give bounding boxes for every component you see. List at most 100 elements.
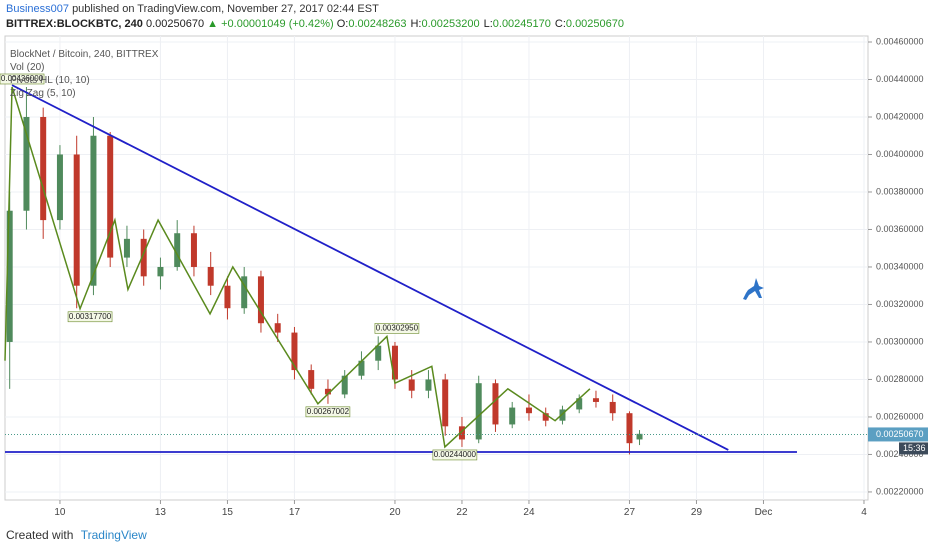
candle-body [626, 413, 633, 444]
pivot-label: 0.00244000 [434, 450, 477, 459]
candle-body [542, 413, 549, 421]
pivot-box [432, 449, 478, 461]
ohlc: O:0.00248263 H:0.00253200 L:0.00245170 C:0.… [337, 18, 628, 30]
created-with: Created with [6, 528, 74, 542]
candle-body [157, 266, 164, 277]
timer-box [899, 442, 928, 455]
jet-icon [743, 278, 764, 300]
y-tick-label: 0.00220000 [876, 486, 924, 496]
candle-body [475, 383, 482, 440]
change: ▲ +0.00001049 (+0.42%) [207, 18, 334, 30]
chart: 0.00436000 0.00317700 0.00302950 0.00267002… [0, 35, 928, 518]
candle-body [358, 360, 365, 376]
candle-body [174, 233, 181, 267]
candle-body [224, 285, 231, 309]
candle-body [207, 266, 214, 286]
candle-body [458, 426, 465, 440]
candle-body [40, 116, 47, 221]
candle-body [140, 238, 147, 277]
ohlc-key: H: [410, 18, 422, 30]
header-line: Business007 published on TradingView.com… [6, 3, 379, 15]
candle-body [73, 154, 80, 286]
candle-body [442, 379, 449, 427]
candle-body [425, 379, 432, 391]
pivot-box [0, 73, 45, 85]
footer: Created with TradingView [6, 528, 147, 542]
candle-body [492, 383, 499, 425]
candle-body [257, 276, 264, 324]
y-tick-label: 0.00280000 [876, 374, 924, 384]
x-tick-label: 20 [389, 507, 401, 518]
published: published on TradingView.com, November 2… [72, 3, 379, 15]
candle-body [291, 332, 298, 371]
ohlc-key: C: [554, 18, 566, 30]
candle-body [341, 375, 348, 395]
candle-body [324, 388, 331, 395]
candle-body [190, 233, 197, 267]
plot-frame [4, 35, 869, 501]
current-price-label: 0.00250670 [876, 429, 924, 439]
y-tick-label: 0.00260000 [876, 411, 924, 421]
timer-label: 15:36 [903, 443, 926, 453]
candle-body [308, 370, 315, 389]
pivot-box [374, 323, 420, 334]
current-price-box [868, 427, 928, 442]
candle-body [90, 135, 97, 286]
candle-body [576, 398, 583, 410]
symbol-line: BITTREX:BLOCKBTC, 240 0.00250670 ▲ +0.00… [6, 18, 628, 30]
y-tick-label: 0.00380000 [876, 186, 924, 196]
y-tick-label: 0.00300000 [876, 336, 924, 346]
ohlc-value: 0.00248263 [348, 18, 407, 30]
y-tick-label: 0.00360000 [876, 224, 924, 234]
symbol: BITTREX:BLOCKBTC, 240 [6, 18, 143, 30]
ohlc-value: 0.00245170 [492, 18, 551, 30]
candle-body [56, 154, 63, 221]
x-tick-label: 13 [155, 507, 167, 518]
candle-body [509, 407, 516, 425]
pivot-label: 0.00302950 [376, 324, 419, 333]
x-tick-label: 17 [289, 507, 301, 518]
ohlc-key: O: [336, 18, 349, 30]
candle-body [525, 407, 532, 414]
x-tick-label: 10 [54, 507, 66, 518]
last-price: 0.00250670 [145, 18, 205, 30]
pivot-box [67, 311, 113, 323]
y-tick-label: 0.00340000 [876, 261, 924, 271]
candle-body [241, 276, 248, 309]
y-tick-label: 0.00460000 [876, 36, 924, 46]
candle-body [559, 409, 566, 421]
pivot-box [305, 406, 351, 418]
ohlc-value: 0.00250670 [565, 18, 625, 30]
candle-body [274, 323, 281, 333]
candle-body [123, 238, 130, 258]
x-tick-label: 15 [222, 507, 234, 518]
candle-body [408, 379, 415, 391]
pivot-label: 0.00267002 [307, 407, 350, 416]
pivot-label: 0.00436000 [1, 74, 44, 83]
candle-body [107, 135, 114, 258]
x-tick-label: 4 [861, 507, 867, 518]
ohlc-key: L: [483, 18, 493, 30]
x-tick-label: 22 [456, 507, 468, 518]
legend-item: Vol (20) [10, 62, 44, 73]
candle-body [375, 345, 382, 361]
x-tick-label: Dec [755, 507, 773, 518]
candle-body [592, 398, 599, 402]
legend-item: BlockNet / Bitcoin, 240, BITTREX [10, 49, 159, 60]
legend-item: Zig Zag (5, 10) [10, 88, 76, 99]
y-tick-label: 0.00420000 [876, 111, 924, 121]
candle-body [6, 210, 13, 342]
x-tick-label: 29 [691, 507, 703, 518]
y-tick-label: 0.00440000 [876, 74, 924, 84]
candle-body [391, 345, 398, 380]
x-tick-label: 24 [523, 507, 535, 518]
candle-body [609, 401, 616, 414]
brand[interactable]: TradingView [80, 528, 147, 542]
legend-item: Pivots HL (10, 10) [10, 75, 90, 86]
x-tick-label: 27 [624, 507, 636, 518]
ohlc-value: 0.00253200 [421, 18, 480, 30]
trendline [11, 84, 729, 451]
y-tick-label: 0.00400000 [876, 149, 924, 159]
publisher[interactable]: Business007 [6, 3, 69, 15]
